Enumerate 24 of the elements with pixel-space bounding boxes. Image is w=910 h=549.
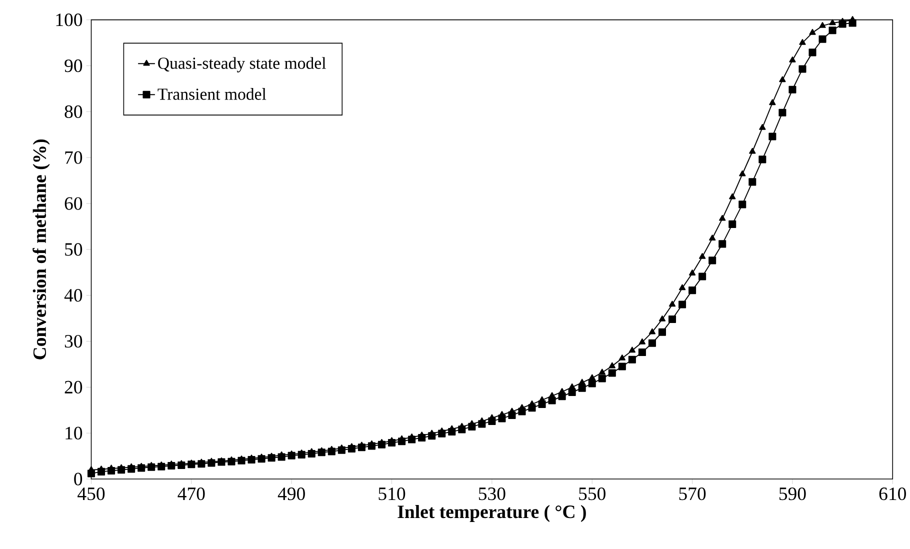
y-tick-label: 90	[64, 59, 82, 72]
y-tick-label: 100	[56, 13, 82, 26]
legend-label: Transient model	[158, 88, 266, 100]
y-tick-label: 70	[65, 151, 82, 164]
y-tick-label: 30	[64, 334, 82, 348]
y-tick-label: 80	[64, 105, 82, 118]
y-tick-label: 40	[64, 288, 82, 302]
x-tick-label: 570	[679, 487, 706, 500]
x-tick-label: 490	[278, 487, 305, 500]
y-axis-title: Conversion of methane (%)	[32, 139, 50, 360]
y-tick-label: 60	[64, 196, 82, 210]
y-tick-label: 50	[65, 242, 82, 256]
y-tick-label: 10	[66, 426, 82, 440]
x-tick-label: 450	[78, 487, 105, 500]
x-tick-label: 530	[478, 487, 506, 500]
x-tick-label: 590	[779, 487, 806, 500]
x-axis-title: Inlet temperature ( °C )	[398, 504, 586, 522]
x-tick-label: 610	[879, 487, 906, 500]
legend-label: Quasi-steady state model	[158, 56, 326, 72]
y-tick-label: 0	[74, 472, 82, 486]
x-tick-label: 470	[178, 487, 205, 500]
x-tick-label: 550	[579, 487, 606, 500]
x-tick-label: 510	[378, 487, 406, 500]
y-tick-label: 20	[64, 380, 82, 394]
